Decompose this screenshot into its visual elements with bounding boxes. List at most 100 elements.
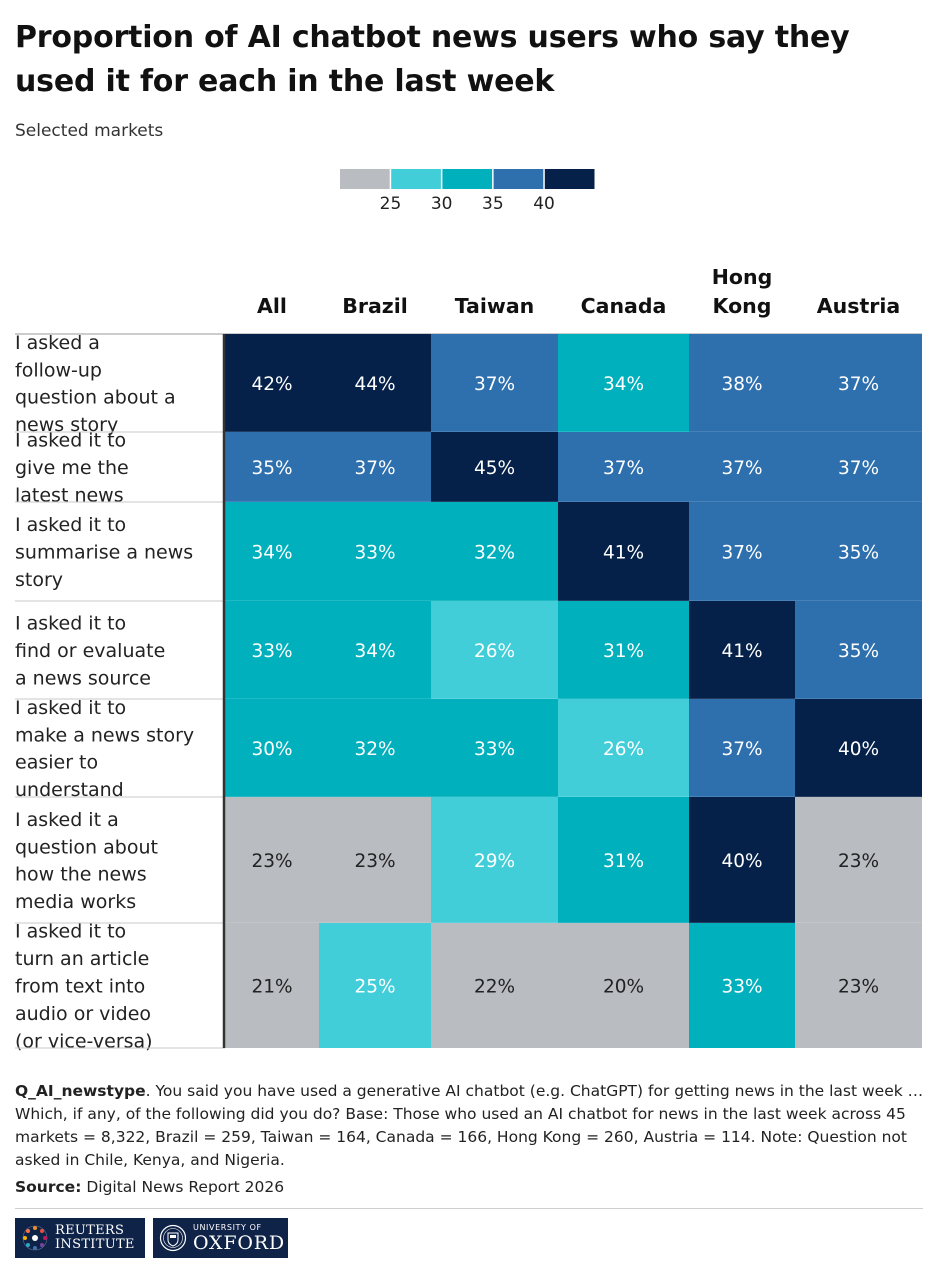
heatmap-chart: All Brazil Taiwan Canada Hong Kong Austria I as… <box>15 265 922 1053</box>
cell-value-label: 30% <box>251 739 292 760</box>
heatmap-cell <box>795 334 922 432</box>
cell-value-label: 42% <box>251 374 292 395</box>
cell-value-label: 21% <box>251 977 292 998</box>
cell-value-label: 37% <box>474 374 515 395</box>
heatmap-cell <box>558 502 689 601</box>
cell-value-label: 37% <box>603 458 644 479</box>
heatmap-row: I asked it a question about how the news me… <box>15 797 922 924</box>
cell-value-label: 23% <box>838 977 879 998</box>
cell-value-label: 37% <box>838 458 879 479</box>
cell-value-label: 34% <box>354 641 395 662</box>
heatmap-cell <box>558 797 689 923</box>
heatmap-cell <box>431 334 558 432</box>
heatmap-row: I asked it to summarise a news story 34% 33%… <box>15 502 922 602</box>
cell-value-label: 32% <box>474 543 515 564</box>
cell-value-label: 35% <box>251 458 292 479</box>
cell-value-label: 45% <box>474 458 515 479</box>
heatmap-cell <box>558 923 689 1048</box>
heatmap-cell <box>689 334 795 432</box>
heatmap-cell <box>431 502 558 601</box>
cell-value-label: 37% <box>838 374 879 395</box>
heatmap-row: I asked a follow-up question about a news s… <box>15 332 922 436</box>
heatmap-cell <box>689 797 795 923</box>
cell-value-label: 38% <box>721 374 762 395</box>
cell-value-label: 33% <box>721 977 762 998</box>
oxford-crest-icon <box>159 1224 187 1252</box>
cell-value-label: 23% <box>251 851 292 872</box>
heatmap-row: I asked it to make a news story easier to u… <box>15 697 922 801</box>
row-label: I asked it to give me the latest news <box>15 430 129 507</box>
heatmap-cell <box>431 797 558 923</box>
column-header: Austria <box>817 294 900 318</box>
cell-value-label: 26% <box>474 641 515 662</box>
cell-value-label: 41% <box>721 641 762 662</box>
cell-value-label: 20% <box>603 977 644 998</box>
heatmap-row: I asked it to find or evaluate a news sour… <box>15 601 922 700</box>
cell-value-label: 44% <box>354 374 395 395</box>
heatmap-cell <box>225 699 319 797</box>
cell-value-label: 33% <box>474 739 515 760</box>
heatmap-cell <box>689 502 795 601</box>
row-label: I asked it to summarise a news story <box>15 514 193 591</box>
heatmap-cell <box>431 601 558 699</box>
oxford-logo-big: OXFORD <box>193 1232 285 1254</box>
heatmap-cell <box>689 923 795 1048</box>
reuters-dots-icon <box>22 1225 48 1251</box>
heatmap-cell <box>319 699 431 797</box>
footer-divider <box>15 1208 923 1209</box>
chart-title: Proportion of AI chatbot news users who … <box>15 20 850 99</box>
heatmap-cell <box>319 797 431 923</box>
heatmap-cell <box>319 502 431 601</box>
cell-value-label: 35% <box>838 641 879 662</box>
column-header: Hong Kong <box>712 265 773 318</box>
heatmap-cell <box>558 432 689 502</box>
reuters-logo-line1: REUTERS <box>55 1223 125 1238</box>
heatmap-cell <box>558 334 689 432</box>
cell-value-label: 33% <box>354 543 395 564</box>
cell-value-label: 41% <box>603 543 644 564</box>
row-label: I asked a follow-up question about a news s… <box>15 332 176 436</box>
heatmap-cell <box>795 797 922 923</box>
heatmap-cell <box>795 432 922 502</box>
heatmap-cell <box>225 432 319 502</box>
row-label: I asked it to make a news story easier to u… <box>15 697 194 801</box>
reuters-logo-line2: INSTITUTE <box>55 1237 135 1252</box>
row-label: I asked it to turn an article from text in… <box>15 921 153 1053</box>
cell-value-label: 26% <box>603 739 644 760</box>
heatmap-cell <box>795 699 922 797</box>
heatmap-cell <box>689 699 795 797</box>
heatmap-cell <box>431 923 558 1048</box>
cell-value-label: 25% <box>354 977 395 998</box>
source-line: Source: Digital News Report 2026 <box>15 1178 284 1196</box>
chart-subtitle: Selected markets <box>15 121 164 141</box>
column-header: Taiwan <box>455 294 535 318</box>
cell-value-label: 40% <box>721 851 762 872</box>
cell-value-label: 29% <box>474 851 515 872</box>
heatmap-cell <box>319 601 431 699</box>
oxford-university-logo: UNIVERSITY OF OXFORD <box>153 1218 288 1258</box>
heatmap-cell <box>225 923 319 1048</box>
heatmap-cell <box>431 432 558 502</box>
row-label: I asked it to find or evaluate a news sour… <box>15 613 165 690</box>
cell-value-label: 23% <box>838 851 879 872</box>
note-text: . You said you have used a generative AI… <box>15 1082 924 1169</box>
source-text: Digital News Report 2026 <box>86 1178 285 1196</box>
cell-value-label: 23% <box>354 851 395 872</box>
heatmap-cell <box>319 923 431 1048</box>
heatmap-cell <box>431 699 558 797</box>
cell-value-label: 22% <box>474 977 515 998</box>
cell-value-label: 35% <box>838 543 879 564</box>
cell-value-label: 34% <box>251 543 292 564</box>
heatmap-cell <box>689 601 795 699</box>
heatmap-cell <box>319 334 431 432</box>
cell-value-label: 40% <box>838 739 879 760</box>
source-label: Source: <box>15 1178 82 1196</box>
column-header: All <box>257 294 287 318</box>
heatmap-cell <box>319 432 431 502</box>
heatmap-cell <box>558 601 689 699</box>
cell-value-label: 31% <box>603 641 644 662</box>
heatmap-cell <box>225 601 319 699</box>
cell-value-label: 33% <box>251 641 292 662</box>
cell-value-label: 32% <box>354 739 395 760</box>
heatmap-cell <box>689 432 795 502</box>
